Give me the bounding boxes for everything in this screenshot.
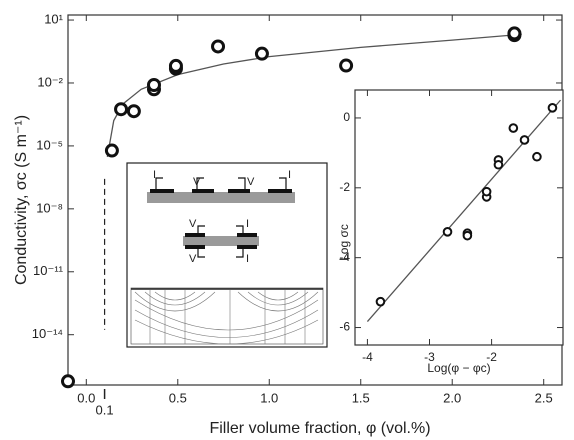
y-tick-label: 10⁻² [37, 74, 63, 89]
x-tick-label: -4 [362, 350, 373, 364]
data-point [442, 227, 453, 237]
x-axis-label: Filler volume fraction, φ (vol.%) [209, 420, 430, 437]
chart: -4 -3 -2 0 -2 -4 -6 Log(φ − φc) Log σc [337, 89, 564, 375]
data-point [114, 102, 129, 117]
x-tick-label: -2 [486, 350, 497, 364]
diagram-label: V [247, 176, 255, 188]
x-axis-label: Log(φ − φc) [427, 361, 490, 375]
data-point [211, 39, 226, 54]
diagram-label: V [189, 253, 197, 265]
electrodes [150, 189, 292, 193]
data-point [254, 46, 269, 61]
data-point [339, 58, 354, 73]
y-tick-label: -2 [339, 180, 350, 194]
chart: 0.0 0.5 1.0 1.5 2.0 2.5 10¹ 10⁻² 10⁻⁵ 10⁻⁸ 10⁻¹¹ 10… [13, 11, 563, 437]
threshold-label: 0.1 [96, 402, 114, 417]
y-axis-label: Log σc [337, 224, 351, 261]
field-pattern [130, 287, 324, 345]
x-tick-label: -3 [424, 350, 435, 364]
data-point [168, 58, 183, 73]
data-point [146, 78, 161, 93]
y-tick-label: 0 [343, 110, 350, 124]
y-tick-label: 10⁻¹¹ [33, 263, 64, 278]
x-tick-label: 1.5 [352, 390, 370, 405]
data-point [493, 159, 504, 170]
diagram-label: I [246, 253, 249, 265]
data-point [104, 143, 119, 158]
y-tick-label: -6 [339, 320, 350, 334]
x-tick-label: 0.5 [169, 390, 187, 405]
diagram-label: V [189, 218, 197, 230]
diagram-label: I [288, 169, 291, 181]
diagram-label: I [246, 218, 249, 230]
data-point [547, 103, 558, 113]
diagram-label: I [153, 169, 156, 181]
data-point [481, 186, 492, 197]
x-tick-label: 2.5 [535, 390, 553, 405]
schematic-inset: I V V I V I V I [126, 162, 328, 348]
data-point [508, 123, 519, 133]
data-point [462, 230, 473, 241]
y-axis-label: Conductivity, σc (S m⁻¹) [13, 115, 30, 285]
data-point [532, 151, 542, 162]
y-tick-label: 10⁻¹⁴ [32, 326, 63, 341]
diagram-label: V [193, 176, 201, 188]
y-tick-label: -4 [339, 250, 350, 264]
y-tick-label: 10⁻⁸ [36, 200, 63, 215]
plot-frame [354, 89, 564, 346]
sample-bar [147, 192, 295, 203]
data-point [519, 135, 530, 145]
data-point [126, 104, 141, 119]
data-point [507, 26, 522, 41]
data-point [61, 374, 75, 389]
electrodes-small [185, 233, 257, 249]
sample-bar-small [183, 236, 259, 246]
data-point [375, 296, 386, 307]
x-tick-label: 2.0 [443, 390, 461, 405]
x-tick-label: 1.0 [260, 390, 278, 405]
x-tick-label: 0.0 [77, 390, 95, 405]
y-tick-label: 10¹ [44, 11, 63, 26]
fit-line [366, 99, 562, 323]
wires [155, 177, 287, 258]
y-tick-label: 10⁻⁵ [36, 137, 63, 152]
